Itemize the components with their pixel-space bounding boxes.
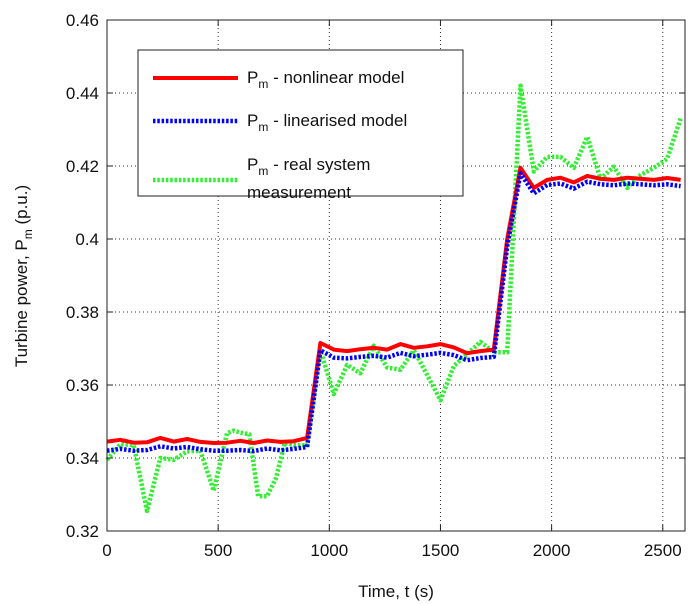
x-tick-label: 500: [204, 541, 232, 560]
y-axis-label-sub: m: [21, 229, 35, 239]
legend-label-measurement-base: P: [247, 155, 258, 174]
legend-label-linearised: Pm - linearised model: [247, 111, 407, 134]
series-layer: [105, 83, 683, 514]
y-tick-label: 0.4: [75, 230, 99, 249]
y-tick-label: 0.34: [66, 449, 99, 468]
y-tick-label: 0.42: [66, 157, 99, 176]
x-tick-label: 2000: [533, 541, 571, 560]
legend-label-measurement-line2: measurement: [247, 183, 351, 202]
legend-label-linearised-sub: m: [258, 120, 268, 134]
legend-label-nonlinear-sub: m: [258, 77, 268, 91]
y-axis-label: Turbine power, Pm (p.u.): [12, 185, 35, 367]
tick-labels: 0 500 1000 1500 2000 2500 0.32 0.34 0.36 0.38 0.4 0…: [66, 11, 682, 560]
series-linearised-model: [106, 171, 681, 454]
ticks: [106, 19, 685, 532]
legend-label-nonlinear: Pm - nonlinear model: [247, 68, 404, 91]
legend-label-measurement-rest: - real system: [268, 155, 370, 174]
y-tick-label: 0.46: [66, 11, 99, 30]
x-tick-label: 0: [102, 541, 111, 560]
series-real-measurement: [105, 83, 683, 514]
y-axis-label-base: Turbine power, P: [12, 239, 31, 367]
legend-label-nonlinear-rest: - nonlinear model: [268, 68, 404, 87]
y-tick-label: 0.38: [66, 303, 99, 322]
legend-label-linearised-rest: - linearised model: [268, 111, 407, 130]
series-nonlinear-model: [106, 165, 681, 445]
y-axis-label-unit: (p.u.): [12, 185, 31, 229]
legend-label-measurement-sub: m: [258, 164, 268, 178]
plot-frame: [106, 19, 686, 532]
legend-label-linearised-base: P: [247, 111, 258, 130]
y-tick-label: 0.44: [66, 84, 99, 103]
x-tick-label: 2500: [644, 541, 682, 560]
y-tick-label: 0.32: [66, 522, 99, 541]
legend-label-nonlinear-base: P: [247, 68, 258, 87]
y-tick-label: 0.36: [66, 376, 99, 395]
x-tick-label: 1000: [310, 541, 348, 560]
legend: Pm - nonlinear model Pm - linearised mod…: [137, 49, 464, 202]
x-axis-label: Time, t (s): [358, 582, 434, 601]
legend-label-measurement: Pm - real system: [247, 155, 370, 178]
x-tick-label: 1500: [422, 541, 460, 560]
